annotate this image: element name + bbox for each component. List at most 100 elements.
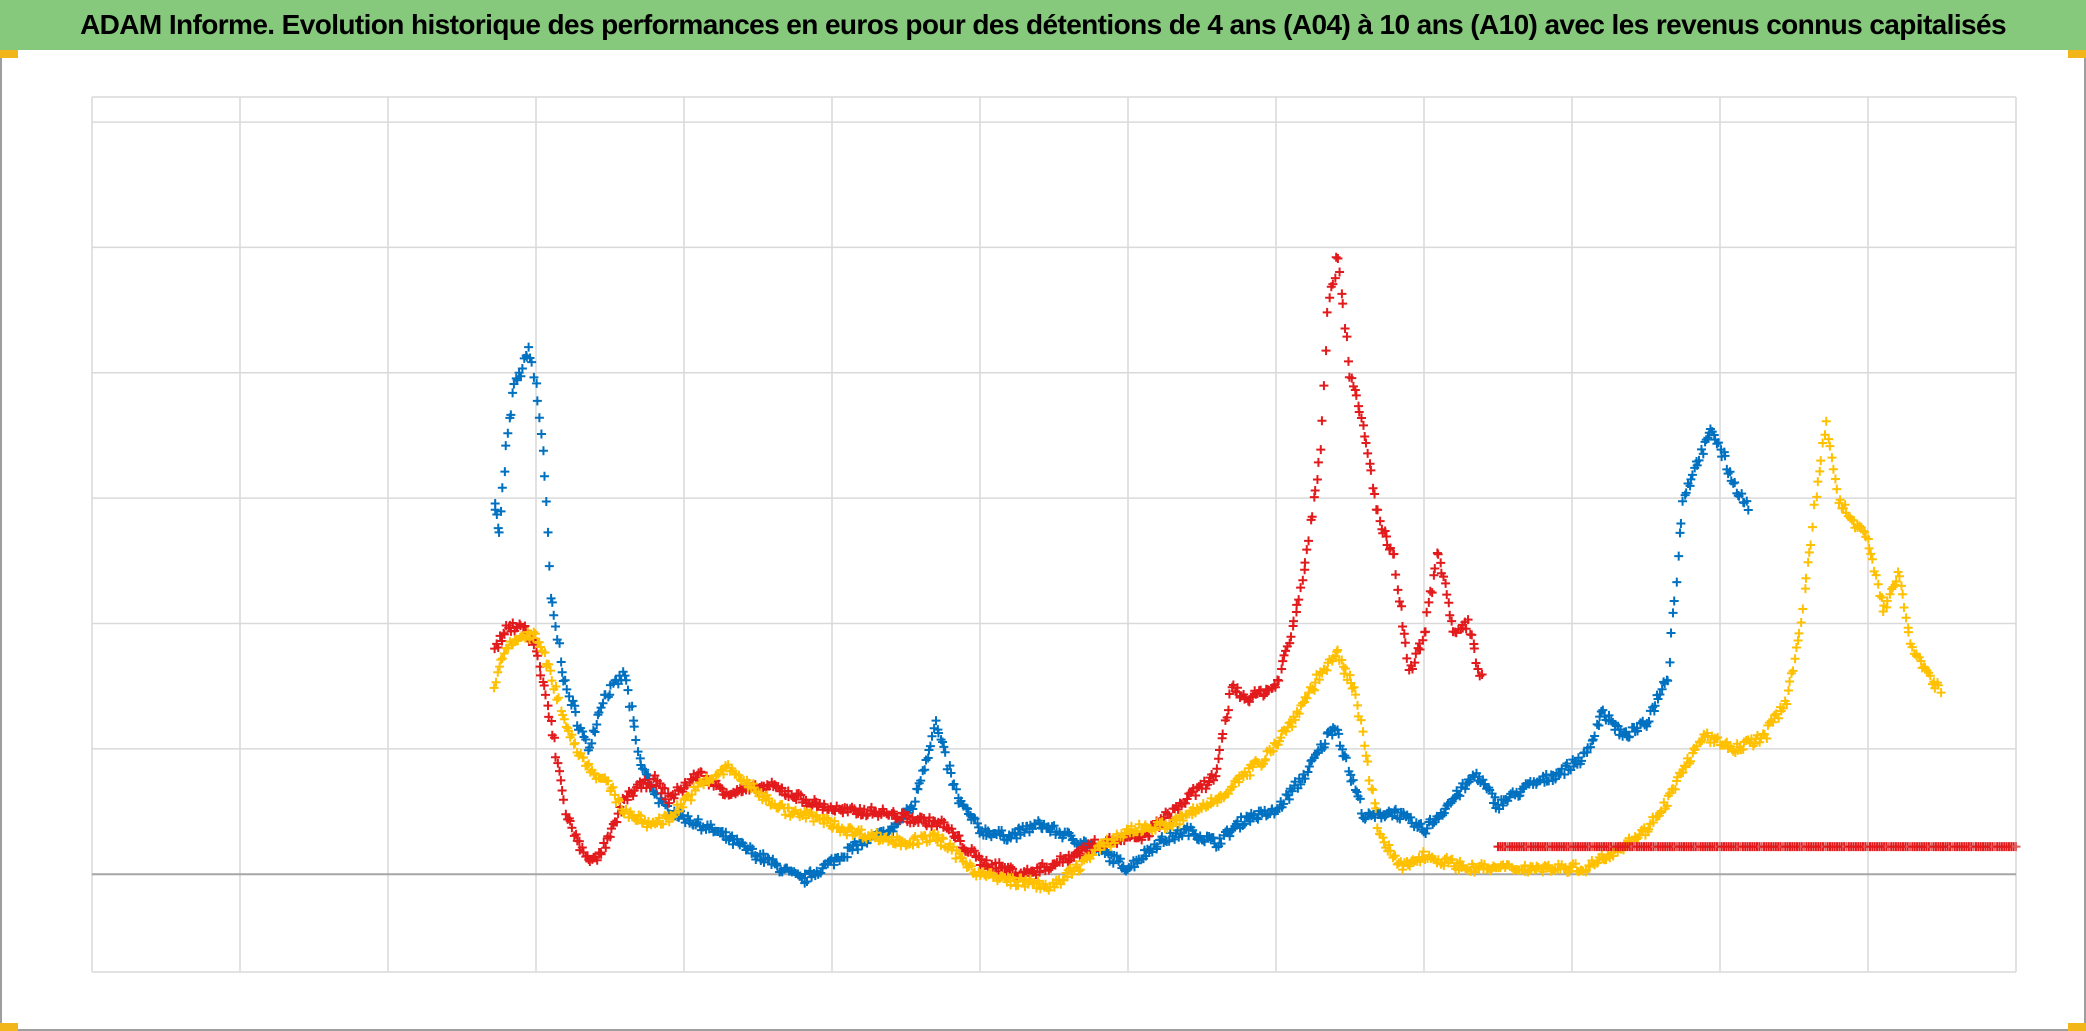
data-point-marker bbox=[1723, 469, 1733, 479]
data-point-marker bbox=[1766, 716, 1776, 726]
data-point-marker bbox=[529, 627, 539, 637]
data-point-marker bbox=[555, 766, 565, 776]
data-point-marker bbox=[503, 428, 513, 438]
data-point-marker bbox=[1320, 739, 1330, 749]
data-point-marker bbox=[550, 752, 560, 762]
data-point-marker bbox=[489, 683, 499, 693]
data-point-marker bbox=[908, 804, 918, 814]
data-point-marker bbox=[801, 813, 811, 823]
data-point-marker bbox=[1384, 840, 1394, 850]
data-point-marker bbox=[1469, 644, 1479, 654]
data-point-marker bbox=[1590, 731, 1600, 741]
data-point-marker bbox=[1302, 693, 1312, 703]
data-point-marker bbox=[1877, 592, 1887, 602]
data-point-marker bbox=[1665, 657, 1675, 667]
data-point-marker bbox=[1279, 650, 1289, 660]
data-point-marker bbox=[1303, 767, 1313, 777]
data-point-marker bbox=[1743, 505, 1753, 515]
data-point-marker bbox=[650, 770, 660, 780]
data-point-marker bbox=[936, 840, 946, 850]
data-point-marker bbox=[1180, 798, 1190, 808]
data-point-marker bbox=[1471, 658, 1481, 668]
data-point-marker bbox=[544, 561, 554, 571]
data-point-marker bbox=[1782, 699, 1792, 709]
data-point-marker bbox=[1577, 756, 1587, 766]
data-point-marker bbox=[1657, 684, 1667, 694]
corner-mark-top-right bbox=[2068, 50, 2086, 58]
data-point-marker bbox=[1310, 685, 1319, 695]
data-point-marker bbox=[1361, 751, 1371, 761]
data-point-marker bbox=[619, 809, 629, 819]
data-point-marker bbox=[628, 791, 638, 801]
data-point-marker bbox=[495, 662, 505, 672]
data-point-marker bbox=[1830, 474, 1840, 484]
data-point-marker bbox=[1333, 725, 1343, 735]
data-point-marker bbox=[938, 737, 948, 747]
data-point-marker bbox=[1341, 753, 1351, 763]
data-point-marker bbox=[1895, 571, 1904, 581]
data-point-marker bbox=[1885, 589, 1895, 599]
data-point-marker bbox=[1399, 629, 1409, 639]
data-point-marker bbox=[1035, 818, 1045, 828]
data-point-marker bbox=[532, 396, 542, 406]
data-point-marker bbox=[693, 814, 703, 824]
data-point-marker bbox=[1307, 512, 1317, 522]
data-point-marker bbox=[1452, 786, 1462, 796]
data-point-marker bbox=[1141, 851, 1151, 861]
data-point-marker bbox=[534, 413, 544, 423]
data-point-marker bbox=[1650, 701, 1660, 711]
data-point-marker bbox=[1268, 746, 1278, 756]
data-point-marker bbox=[1866, 549, 1876, 559]
data-point-marker bbox=[1608, 851, 1618, 861]
data-point-marker bbox=[1477, 669, 1487, 679]
data-point-marker bbox=[1373, 505, 1383, 515]
data-point-marker bbox=[1882, 596, 1892, 606]
data-point-marker bbox=[1821, 416, 1831, 426]
data-point-marker bbox=[1286, 632, 1296, 642]
data-point-marker bbox=[1371, 803, 1381, 813]
data-point-marker bbox=[1410, 658, 1420, 668]
data-point-marker bbox=[1285, 638, 1295, 648]
data-point-marker bbox=[1224, 689, 1234, 699]
data-point-marker bbox=[517, 363, 527, 373]
data-point-marker bbox=[1006, 862, 1016, 872]
data-point-marker bbox=[1406, 812, 1416, 822]
data-point-marker bbox=[940, 747, 950, 757]
corner-mark-bottom-right bbox=[2068, 1023, 2086, 1031]
data-point-marker bbox=[629, 722, 639, 732]
data-point-marker bbox=[1436, 558, 1446, 568]
data-point-marker bbox=[568, 696, 578, 706]
data-point-marker bbox=[1598, 705, 1608, 715]
data-point-marker bbox=[842, 852, 852, 862]
data-point-marker bbox=[1008, 864, 1018, 874]
data-point-marker bbox=[1375, 516, 1385, 526]
data-point-marker bbox=[1279, 799, 1289, 809]
data-point-marker bbox=[1108, 858, 1118, 868]
data-point-marker bbox=[1686, 474, 1696, 484]
data-point-marker bbox=[494, 527, 504, 537]
data-point-marker bbox=[1225, 831, 1235, 841]
data-point-marker bbox=[1284, 794, 1294, 804]
data-point-marker bbox=[1644, 824, 1654, 834]
data-point-marker bbox=[1178, 816, 1188, 826]
data-point-marker bbox=[1669, 596, 1679, 606]
data-point-marker bbox=[1562, 759, 1572, 769]
data-point-marker bbox=[1489, 798, 1499, 808]
data-point-marker bbox=[997, 826, 1007, 836]
data-point-marker bbox=[551, 622, 561, 632]
data-point-marker bbox=[1391, 570, 1401, 580]
data-point-marker bbox=[544, 659, 554, 669]
data-point-marker bbox=[1009, 876, 1019, 886]
data-point-marker bbox=[1413, 643, 1423, 653]
data-point-marker bbox=[1137, 835, 1147, 845]
data-point-marker bbox=[1296, 583, 1306, 593]
data-point-marker bbox=[1420, 627, 1430, 637]
data-point-marker bbox=[1347, 373, 1357, 383]
data-point-marker bbox=[1422, 823, 1432, 833]
data-point-marker bbox=[1441, 578, 1451, 588]
data-point-marker bbox=[1592, 719, 1602, 729]
data-point-marker bbox=[1813, 477, 1823, 487]
data-point-marker bbox=[552, 695, 562, 705]
data-point-marker bbox=[1270, 682, 1280, 692]
data-point-marker bbox=[605, 832, 615, 842]
